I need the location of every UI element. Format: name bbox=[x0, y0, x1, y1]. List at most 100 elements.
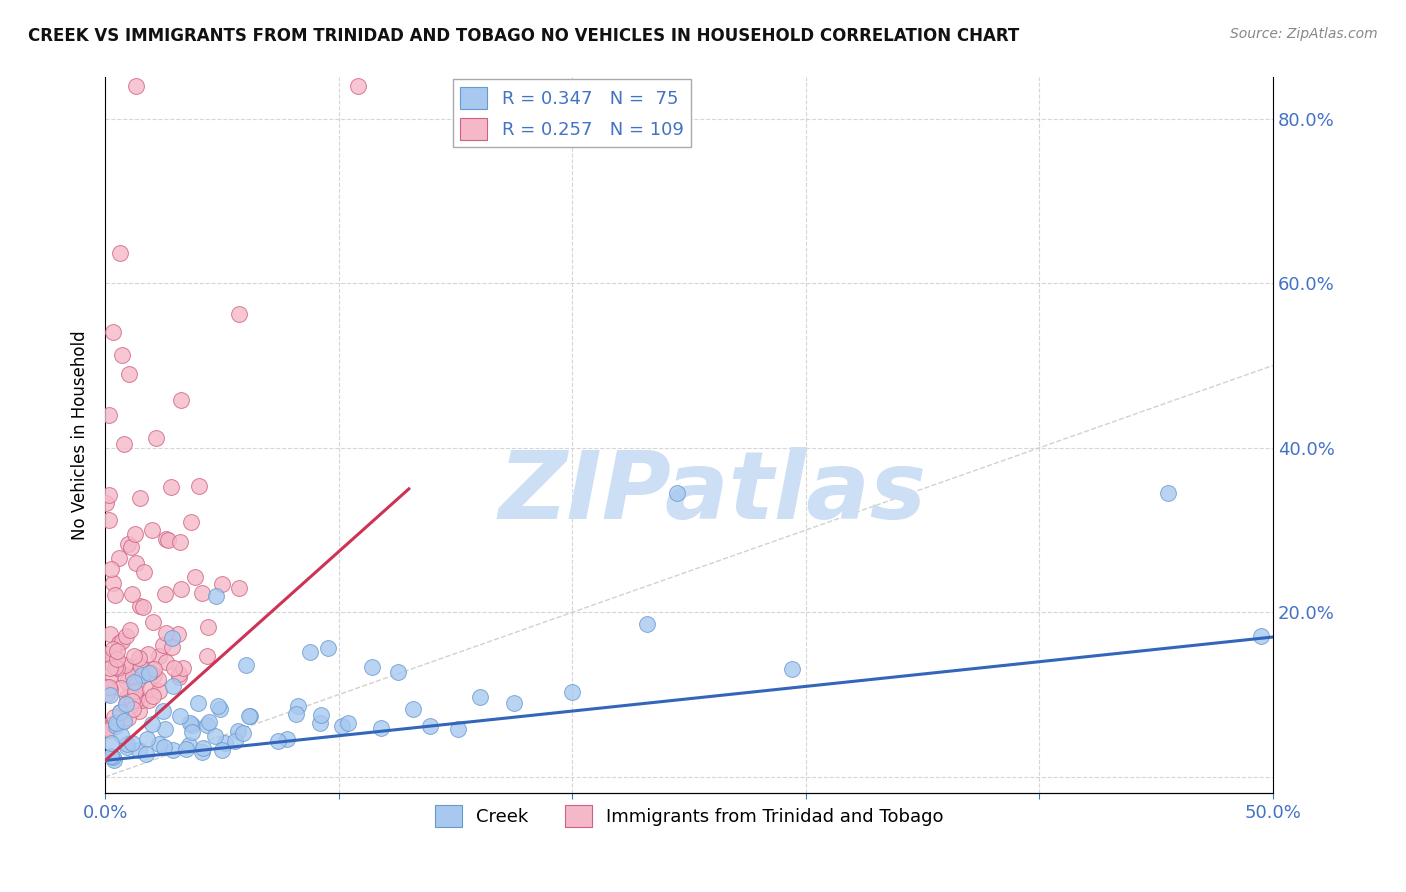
Point bbox=[228, 581, 250, 595]
Point bbox=[209, 702, 232, 716]
Point bbox=[98, 689, 121, 703]
Point bbox=[108, 551, 131, 566]
Point bbox=[115, 629, 138, 643]
Point bbox=[98, 487, 121, 501]
Point bbox=[96, 680, 118, 694]
Point bbox=[287, 699, 309, 714]
Point bbox=[114, 658, 136, 673]
Point bbox=[156, 533, 179, 547]
Point bbox=[100, 736, 122, 750]
Point bbox=[169, 669, 191, 683]
Point bbox=[172, 661, 194, 675]
Point bbox=[128, 704, 150, 718]
Point bbox=[110, 728, 132, 742]
Point bbox=[128, 743, 150, 757]
Point bbox=[162, 743, 184, 757]
Point bbox=[100, 562, 122, 576]
Point bbox=[298, 645, 321, 659]
Point bbox=[97, 681, 120, 695]
Legend: Creek, Immigrants from Trinidad and Tobago: Creek, Immigrants from Trinidad and Toba… bbox=[427, 798, 950, 834]
Point bbox=[103, 710, 125, 724]
Point bbox=[112, 714, 135, 729]
Point bbox=[139, 682, 162, 697]
Point bbox=[125, 557, 148, 571]
Point bbox=[160, 480, 183, 494]
Point bbox=[239, 709, 262, 723]
Point bbox=[97, 513, 120, 527]
Point bbox=[108, 636, 131, 650]
Point bbox=[211, 576, 233, 591]
Point bbox=[138, 693, 160, 707]
Point bbox=[169, 535, 191, 549]
Point bbox=[155, 655, 177, 669]
Point bbox=[128, 658, 150, 673]
Point bbox=[204, 589, 226, 603]
Point bbox=[110, 681, 132, 695]
Point bbox=[142, 689, 165, 703]
Point bbox=[111, 715, 134, 730]
Point bbox=[98, 682, 121, 697]
Text: CREEK VS IMMIGRANTS FROM TRINIDAD AND TOBAGO NO VEHICLES IN HOUSEHOLD CORRELATIO: CREEK VS IMMIGRANTS FROM TRINIDAD AND TO… bbox=[28, 27, 1019, 45]
Point bbox=[98, 723, 121, 737]
Point bbox=[97, 718, 120, 732]
Point bbox=[104, 660, 127, 674]
Point bbox=[153, 587, 176, 601]
Point bbox=[131, 668, 153, 682]
Text: ZIPatlas: ZIPatlas bbox=[498, 447, 927, 539]
Point bbox=[136, 731, 159, 746]
Point bbox=[128, 599, 150, 613]
Point bbox=[238, 708, 260, 723]
Point bbox=[105, 716, 128, 731]
Point bbox=[330, 719, 353, 733]
Point bbox=[419, 719, 441, 733]
Point bbox=[111, 348, 134, 362]
Point bbox=[160, 631, 183, 645]
Point bbox=[141, 716, 163, 731]
Point bbox=[346, 78, 368, 93]
Point bbox=[316, 640, 339, 655]
Point bbox=[177, 738, 200, 752]
Point bbox=[131, 693, 153, 707]
Point bbox=[132, 565, 155, 579]
Point bbox=[180, 515, 202, 529]
Point bbox=[138, 647, 160, 661]
Point bbox=[155, 722, 177, 736]
Point bbox=[148, 649, 170, 664]
Point bbox=[146, 672, 169, 686]
Point bbox=[309, 708, 332, 723]
Point bbox=[107, 644, 129, 658]
Point bbox=[402, 702, 425, 716]
Point bbox=[103, 753, 125, 767]
Point bbox=[188, 479, 211, 493]
Point bbox=[155, 625, 177, 640]
Point bbox=[124, 693, 146, 707]
Point bbox=[267, 734, 290, 748]
Point bbox=[114, 667, 136, 681]
Point bbox=[187, 696, 209, 710]
Point bbox=[121, 669, 143, 683]
Point bbox=[122, 675, 145, 690]
Point bbox=[135, 747, 157, 761]
Point bbox=[204, 729, 226, 743]
Point bbox=[214, 735, 236, 749]
Point bbox=[100, 626, 122, 640]
Point bbox=[115, 697, 138, 711]
Point bbox=[387, 665, 409, 680]
Point bbox=[228, 307, 250, 321]
Point bbox=[104, 589, 127, 603]
Point bbox=[152, 638, 174, 652]
Point bbox=[96, 647, 118, 661]
Point bbox=[98, 408, 121, 422]
Point bbox=[121, 694, 143, 708]
Point bbox=[207, 698, 229, 713]
Point bbox=[104, 719, 127, 733]
Point bbox=[110, 705, 132, 719]
Point bbox=[167, 627, 190, 641]
Point bbox=[780, 662, 803, 676]
Point bbox=[101, 576, 124, 591]
Point bbox=[131, 662, 153, 676]
Point bbox=[117, 675, 139, 690]
Point bbox=[125, 676, 148, 690]
Point bbox=[118, 623, 141, 637]
Point bbox=[195, 718, 218, 732]
